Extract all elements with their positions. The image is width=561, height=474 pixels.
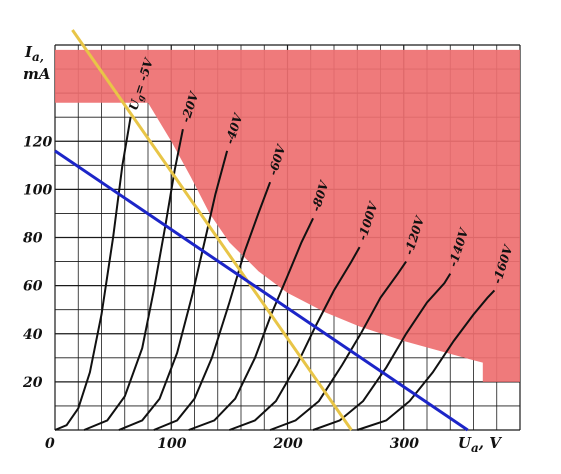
forbidden-region [55, 49, 520, 382]
plate-curves [54, 117, 496, 431]
plate-curve [229, 246, 361, 431]
y-tick-label: 80 [23, 231, 43, 247]
y-tick-label: 100 [23, 182, 52, 198]
y-axis-unit: mA [23, 65, 51, 83]
x-axis-label: Ua, V [458, 434, 502, 455]
y-tick-label: 60 [23, 279, 43, 295]
y-tick-label: 40 [23, 327, 43, 343]
load-line-yellow [71, 29, 353, 431]
x-tick-label: 0 [45, 436, 55, 452]
forbidden-region-layer [55, 49, 520, 382]
load-lines [54, 29, 469, 432]
plate-curve [269, 261, 407, 431]
x-tick-label: 300 [390, 436, 419, 452]
plate-curve [356, 289, 496, 431]
plate-curve [153, 181, 272, 431]
plate-curve [83, 129, 184, 431]
y-tick-label: 120 [23, 134, 52, 150]
plate-curve [188, 217, 315, 431]
x-tick-label: 200 [273, 436, 303, 452]
plate-curve [54, 117, 132, 431]
x-tick-label: 100 [157, 436, 186, 452]
y-axis-label: Ia, [24, 43, 44, 64]
load-line-blue [54, 149, 469, 432]
plate-curve [118, 150, 229, 431]
y-tick-label: 20 [22, 375, 43, 391]
